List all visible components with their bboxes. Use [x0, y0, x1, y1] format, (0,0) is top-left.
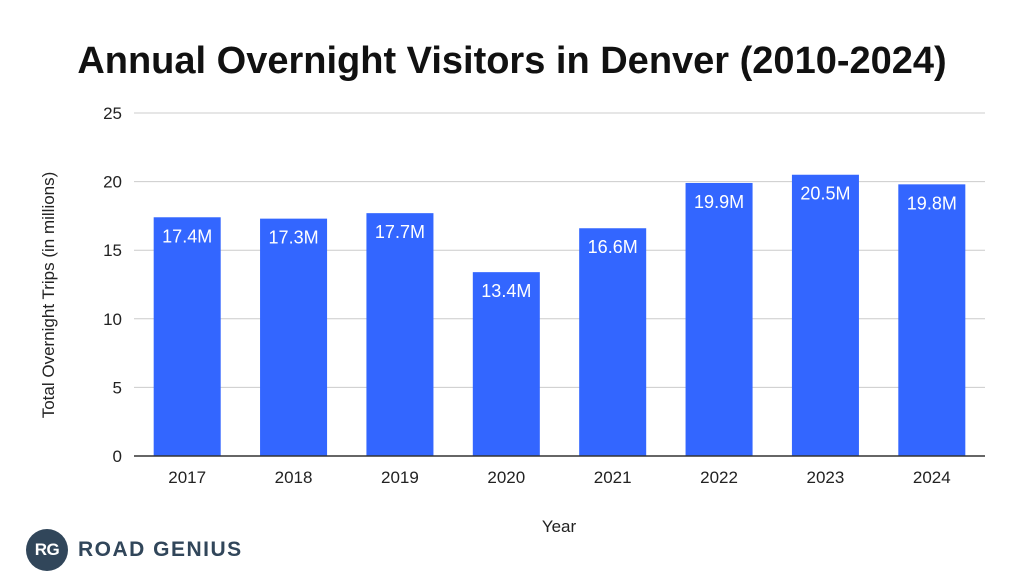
- data-label: 16.6M: [588, 237, 638, 257]
- bar-2018: [260, 218, 328, 456]
- data-label: 17.4M: [162, 226, 212, 246]
- bar-2020: [472, 272, 540, 456]
- data-label: 17.7M: [375, 222, 425, 242]
- y-tick-label: 10: [103, 310, 122, 329]
- y-axis-label: Total Overnight Trips (in millions): [39, 172, 58, 419]
- x-axis-label: Year: [542, 517, 577, 536]
- data-label: 20.5M: [800, 184, 850, 204]
- bar-2023: [791, 174, 859, 457]
- x-tick-label: 2023: [807, 468, 845, 487]
- bar-2019: [366, 213, 434, 456]
- bars: [153, 174, 966, 457]
- x-tick-label: 2019: [381, 468, 419, 487]
- y-tick-label: 20: [103, 173, 122, 192]
- bar-2022: [685, 182, 753, 457]
- y-tick-label: 5: [113, 378, 122, 397]
- logo-text: ROAD GENIUS: [78, 538, 243, 561]
- x-tick-label: 2020: [487, 468, 525, 487]
- data-label: 17.3M: [269, 228, 319, 248]
- road-genius-logo: RG ROAD GENIUS: [26, 528, 243, 572]
- bar-2021: [579, 228, 647, 456]
- data-label: 13.4M: [481, 281, 531, 301]
- axes: 0 5 10 15 20 25 2017 2018 2019 2020 2021 2022 2023 20…: [103, 104, 985, 487]
- data-labels: 17.4M 17.3M 17.7M 13.4M 16.6M 19.9M 20.5M 19.8M: [162, 184, 957, 301]
- chart-title: Annual Overnight Visitors in Denver (201…: [77, 40, 947, 82]
- logo-badge-icon: RG: [26, 529, 68, 571]
- x-tick-label: 2022: [700, 468, 738, 487]
- y-tick-label: 0: [113, 447, 122, 466]
- x-tick-label: 2021: [594, 468, 632, 487]
- data-label: 19.9M: [694, 192, 744, 212]
- x-tick-label: 2018: [275, 468, 313, 487]
- y-tick-label: 25: [103, 104, 122, 123]
- x-tick-label: 2024: [913, 468, 951, 487]
- y-tick-label: 15: [103, 241, 122, 260]
- bar-2017: [153, 217, 221, 456]
- bar-2024: [898, 184, 966, 456]
- data-label: 19.8M: [907, 193, 957, 213]
- x-tick-label: 2017: [168, 468, 206, 487]
